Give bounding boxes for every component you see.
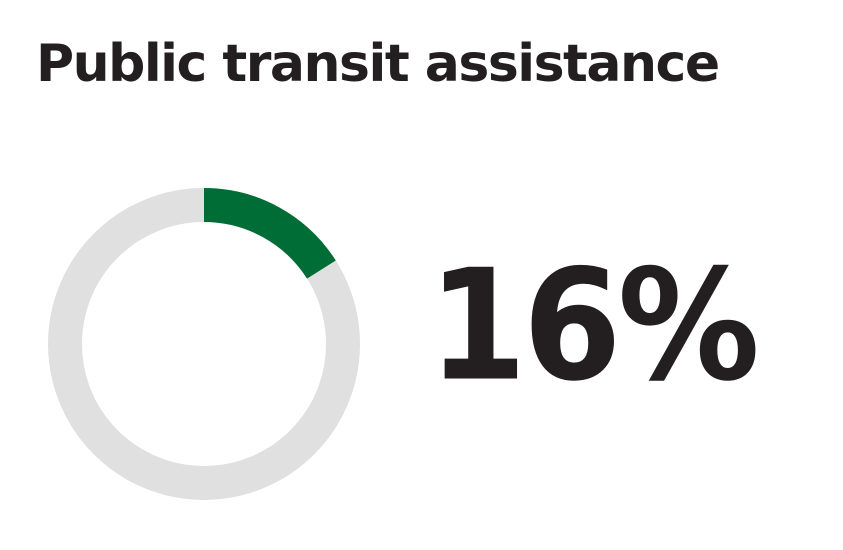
donut-slice-value xyxy=(48,188,360,500)
chart-title: Public transit assistance xyxy=(36,34,720,94)
donut-chart xyxy=(48,188,360,500)
percentage-value: 16% xyxy=(428,237,760,416)
